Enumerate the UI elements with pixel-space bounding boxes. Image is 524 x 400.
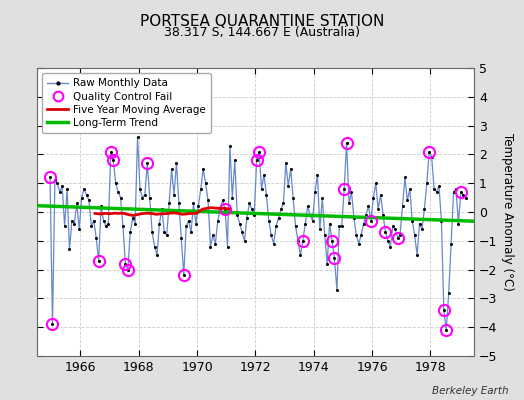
Legend: Raw Monthly Data, Quality Control Fail, Five Year Moving Average, Long-Term Tren: Raw Monthly Data, Quality Control Fail, …: [42, 73, 211, 133]
Text: PORTSEA QUARANTINE STATION: PORTSEA QUARANTINE STATION: [140, 14, 384, 29]
Y-axis label: Temperature Anomaly (°C): Temperature Anomaly (°C): [501, 133, 514, 291]
Text: 38.317 S, 144.667 E (Australia): 38.317 S, 144.667 E (Australia): [164, 26, 360, 39]
Text: Berkeley Earth: Berkeley Earth: [432, 386, 508, 396]
